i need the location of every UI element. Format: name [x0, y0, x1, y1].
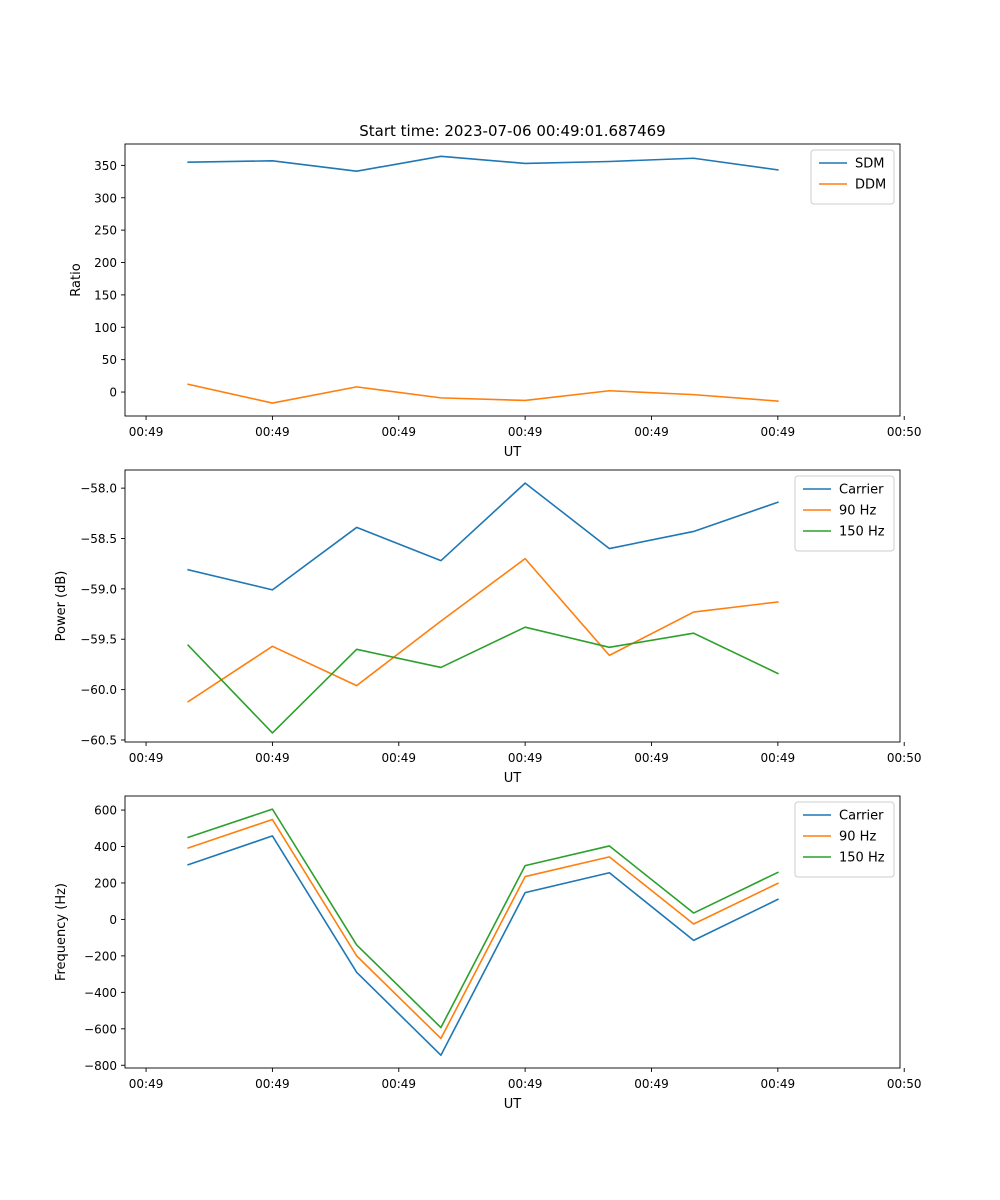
x-tick-label: 00:49 — [761, 1077, 796, 1091]
y-tick-label: −58.0 — [80, 482, 117, 496]
legend: Carrier 90 Hz 150 Hz — [794, 801, 895, 878]
x-tick-label: 00:49 — [508, 1077, 543, 1091]
x-tick-label: 00:50 — [887, 425, 922, 439]
legend: SDM DDM — [810, 149, 895, 205]
x-tick-label: 00:49 — [634, 751, 669, 765]
series-line-sdm — [187, 155, 779, 172]
axes-frame — [124, 469, 901, 743]
legend-box — [794, 801, 895, 878]
series-line-ddm — [187, 383, 779, 404]
legend-label: Carrier — [839, 483, 884, 498]
y-tick-label: −400 — [84, 986, 117, 1000]
series-line-carrier — [187, 482, 779, 591]
y-axis-label: Frequency (Hz) — [54, 883, 69, 981]
y-tick-label: 50 — [102, 353, 117, 367]
y-tick-label: 200 — [94, 876, 117, 890]
x-tick-label: 00:49 — [381, 1077, 416, 1091]
y-tick-label: 200 — [94, 256, 117, 270]
x-tick-label: 00:49 — [129, 751, 164, 765]
series-line-90-hz — [187, 557, 779, 703]
legend-label: 90 Hz — [839, 830, 876, 845]
legend-label: Carrier — [839, 809, 884, 824]
y-tick-label: −59.5 — [80, 633, 117, 647]
y-axis-label: Power (dB) — [54, 571, 69, 642]
x-axis-label: UT — [504, 1097, 522, 1112]
x-tick-label: 00:49 — [129, 1077, 164, 1091]
x-tick-label: 00:49 — [255, 751, 290, 765]
y-tick-label: −60.0 — [80, 683, 117, 697]
legend-label: DDM — [855, 178, 886, 193]
x-tick-label: 00:49 — [129, 425, 164, 439]
chart-title: Start time: 2023-07-06 00:49:01.687469 — [359, 122, 665, 140]
y-tick-label: 0 — [109, 386, 117, 400]
series-line-150-hz — [187, 808, 779, 1029]
panels: 00:49 00:49 00:49 00:49 00:49 00:49 00:50 0 50 10… — [54, 143, 922, 1112]
y-tick-label: 600 — [94, 804, 117, 818]
x-tick-label: 00:50 — [887, 751, 922, 765]
y-tick-label: 400 — [94, 840, 117, 854]
y-tick-label: 250 — [94, 224, 117, 238]
y-tick-label: 150 — [94, 288, 117, 302]
axes-frame — [124, 795, 901, 1069]
legend: Carrier 90 Hz 150 Hz — [794, 475, 895, 552]
x-tick-label: 00:49 — [508, 751, 543, 765]
panel-3: 00:49 00:49 00:49 00:49 00:49 00:49 00:50 −800 −… — [54, 795, 922, 1112]
y-tick-label: −200 — [84, 949, 117, 963]
legend-label: 150 Hz — [839, 525, 885, 540]
y-axis-label: Ratio — [69, 263, 84, 296]
x-tick-label: 00:49 — [761, 751, 796, 765]
x-tick-label: 00:49 — [381, 425, 416, 439]
legend-label: 150 Hz — [839, 851, 885, 866]
y-tick-label: −60.5 — [80, 733, 117, 747]
legend-box — [794, 475, 895, 552]
x-tick-label: 00:49 — [508, 425, 543, 439]
panel-2: 00:49 00:49 00:49 00:49 00:49 00:49 00:50 −60.5… — [54, 469, 922, 786]
axes-frame — [124, 143, 901, 417]
y-tick-label: 0 — [109, 913, 117, 927]
x-tick-label: 00:49 — [381, 751, 416, 765]
y-tick-label: 100 — [94, 321, 117, 335]
series-line-150-hz — [187, 626, 779, 734]
y-tick-label: −58.5 — [80, 532, 117, 546]
legend-label: 90 Hz — [839, 504, 876, 519]
y-tick-label: −800 — [84, 1059, 117, 1073]
x-tick-label: 00:50 — [887, 1077, 922, 1091]
y-tick-label: −59.0 — [80, 582, 117, 596]
panel-1: 00:49 00:49 00:49 00:49 00:49 00:49 00:50 0 50 10… — [69, 143, 922, 460]
x-tick-label: 00:49 — [634, 1077, 669, 1091]
x-tick-label: 00:49 — [634, 425, 669, 439]
x-axis-label: UT — [504, 771, 522, 786]
x-tick-label: 00:49 — [255, 1077, 290, 1091]
y-tick-label: 300 — [94, 191, 117, 205]
y-tick-label: −600 — [84, 1022, 117, 1036]
x-tick-label: 00:49 — [761, 425, 796, 439]
legend-label: SDM — [855, 157, 884, 172]
y-tick-label: 350 — [94, 159, 117, 173]
x-axis-label: UT — [504, 445, 522, 460]
series-line-90-hz — [187, 818, 779, 1040]
x-tick-label: 00:49 — [255, 425, 290, 439]
series-line-carrier — [187, 835, 779, 1057]
